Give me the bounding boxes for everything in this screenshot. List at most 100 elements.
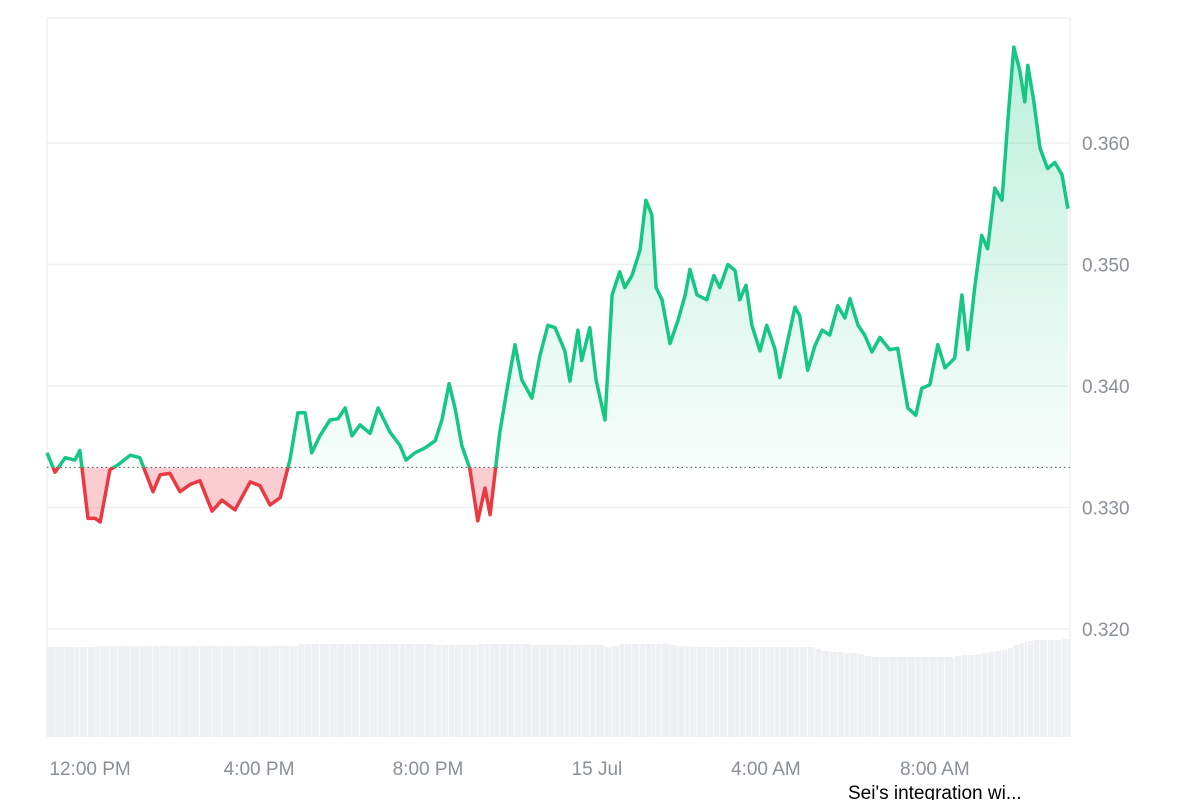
volume-bar	[259, 646, 270, 737]
volume-bar	[829, 652, 838, 737]
volume-bar	[1013, 645, 1020, 737]
volume-bar	[547, 645, 555, 737]
volume-bar	[65, 647, 75, 737]
volume-bar	[1033, 640, 1040, 737]
volume-bar	[1067, 639, 1070, 737]
volume-bar	[624, 644, 632, 737]
volume-bar	[612, 646, 620, 737]
volume-bar	[921, 657, 930, 737]
volume-bar	[311, 644, 320, 737]
volume-bar	[706, 647, 714, 737]
volume-bar	[297, 644, 305, 737]
volume-bar	[329, 644, 338, 737]
volume-bar	[389, 644, 400, 737]
volume-bar	[656, 644, 662, 737]
volume-bar	[406, 644, 415, 737]
volume-bar	[774, 647, 780, 737]
volume-bar	[139, 646, 153, 737]
volume-bar	[651, 644, 656, 737]
volume-bar	[117, 646, 130, 737]
volume-bar	[169, 646, 180, 737]
x-tick-label: 8:00 AM	[900, 759, 970, 780]
volume-bar	[822, 651, 830, 737]
volume-bar	[604, 647, 612, 737]
volume-bar	[280, 646, 290, 737]
volume-bar	[47, 647, 55, 737]
volume-bar	[1001, 650, 1008, 737]
volume-bar	[1054, 640, 1062, 737]
volume-bar	[109, 646, 118, 737]
volume-bar	[1007, 648, 1014, 737]
volume-bar	[351, 644, 360, 737]
volume-bar	[857, 654, 865, 737]
volume-bar	[190, 646, 200, 737]
volume-bar	[619, 644, 625, 737]
x-tick-label: 12:00 PM	[49, 759, 130, 780]
volume-bar	[814, 649, 822, 737]
volume-bar	[234, 646, 250, 737]
volume-bar	[539, 645, 548, 737]
volume-bar	[435, 645, 442, 737]
volume-bar	[564, 645, 570, 737]
volume-bar	[507, 644, 515, 737]
volume-bar	[485, 644, 490, 737]
y-tick-label: 0.350	[1082, 256, 1130, 277]
volume-bar	[455, 645, 462, 737]
x-tick-label: 15 Jul	[572, 759, 623, 780]
volume-bar	[787, 647, 795, 737]
volume-bar	[981, 653, 988, 737]
volume-bar	[735, 647, 740, 737]
volume-bar	[289, 646, 298, 737]
volume-bar	[461, 645, 470, 737]
volume-bar	[967, 655, 975, 737]
volume-bar	[670, 645, 678, 737]
volume-bar	[766, 647, 775, 737]
volume-bar	[1019, 643, 1025, 737]
volume-bar	[514, 644, 522, 737]
volume-bar	[645, 644, 652, 737]
volume-bar	[160, 646, 170, 737]
volume-bar	[378, 644, 390, 737]
volume-bar	[897, 657, 908, 737]
volume-bar	[338, 644, 345, 737]
volume-bar	[477, 644, 485, 737]
volume-bar	[531, 645, 540, 737]
volume-bar	[1040, 640, 1048, 737]
volume-bar	[795, 647, 800, 737]
volume-bar	[640, 644, 646, 737]
volume-bar	[879, 657, 890, 737]
volume-bar	[807, 647, 815, 737]
volume-bar	[746, 647, 752, 737]
x-tick-label: 4:00 PM	[224, 759, 295, 780]
volume-bar	[499, 644, 508, 737]
y-tick-label: 0.340	[1082, 377, 1130, 398]
volume-bar	[596, 645, 605, 737]
volume-bar	[1061, 639, 1068, 737]
volume-bar	[719, 647, 728, 737]
volume-bar	[345, 644, 352, 737]
volume-bar	[521, 644, 532, 737]
volume-bar	[1024, 642, 1028, 737]
volume-bar	[414, 644, 425, 737]
volume-bar	[153, 646, 160, 737]
volume-bar	[849, 653, 858, 737]
volume-bar	[589, 645, 596, 737]
volume-bar	[449, 645, 455, 737]
volume-bar	[180, 646, 190, 737]
volume-bar	[577, 645, 582, 737]
volume-bar	[490, 644, 500, 737]
grid: 0.320 0.330 0.340 0.350 0.360 12:00 PM 4:00 PM…	[47, 134, 1130, 780]
volume-bar	[678, 646, 685, 737]
volume-bar	[95, 646, 100, 737]
volume-bar	[994, 651, 1002, 737]
volume-bar	[751, 647, 760, 737]
volume-bar	[425, 644, 435, 737]
volume-bar	[697, 647, 707, 737]
volume-bar	[221, 646, 235, 737]
volume-bar	[270, 646, 280, 737]
volume-bar	[55, 647, 65, 737]
volume-bar	[759, 647, 767, 737]
volume-bar	[864, 656, 872, 737]
volume-bar	[130, 646, 140, 737]
volume-bar	[685, 646, 690, 737]
